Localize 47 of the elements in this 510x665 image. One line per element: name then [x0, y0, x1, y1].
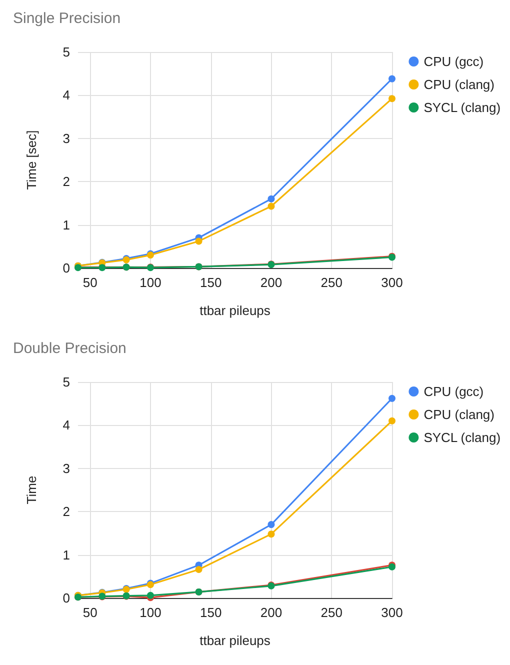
point	[268, 521, 275, 528]
x-tick-label: 150	[200, 605, 222, 620]
y-tick-label: 1	[62, 547, 70, 562]
x-tick-label: 50	[82, 275, 98, 290]
x-tick-label: 100	[140, 605, 162, 620]
x-tick-label: 300	[381, 605, 403, 620]
y-tick-label: 0	[62, 260, 70, 276]
y-tick-label: 1	[62, 217, 70, 232]
legend-label: CPU (gcc)	[424, 384, 484, 399]
x-tick-label: 200	[260, 605, 282, 620]
y-tick-label: 3	[62, 460, 70, 476]
y-axis-title: Time	[24, 476, 39, 504]
chart-title: Double Precision	[13, 340, 126, 357]
x-tick-label: 250	[320, 605, 342, 620]
point	[388, 417, 396, 424]
x-tick-label: 250	[320, 275, 342, 290]
x-tick-label: 150	[200, 275, 222, 290]
legend-label: CPU (clang)	[424, 77, 494, 92]
x-tick-label: 200	[260, 275, 282, 290]
y-tick-label: 5	[62, 44, 70, 60]
point	[146, 592, 154, 599]
point	[268, 195, 275, 202]
x-tick-label: 300	[381, 275, 403, 290]
y-tick-label: 2	[62, 504, 70, 520]
point	[388, 95, 396, 102]
point	[268, 530, 275, 538]
chart-title: Single Precision	[13, 10, 121, 27]
y-axis-title: Time [sec]	[24, 130, 39, 190]
point	[388, 75, 396, 82]
y-tick-label: 4	[62, 88, 70, 103]
y-tick-label: 4	[62, 418, 70, 433]
y-tick-label: 0	[62, 590, 70, 606]
y-tick-label: 5	[62, 374, 70, 390]
point	[268, 202, 275, 210]
legend-label: SYCL (clang)	[424, 100, 501, 115]
legend-label: SYCL (clang)	[424, 430, 501, 445]
point	[195, 238, 202, 245]
point	[195, 566, 202, 573]
legend-label: CPU (clang)	[424, 407, 494, 422]
y-tick-label: 2	[62, 174, 70, 190]
x-tick-label: 100	[140, 275, 162, 290]
x-tick-label: 50	[82, 605, 98, 620]
legend-label: CPU (gcc)	[424, 54, 484, 69]
y-tick-label: 3	[62, 130, 70, 146]
point	[388, 394, 396, 402]
x-axis-title: ttbar pileups	[200, 633, 271, 648]
x-axis-title: ttbar pileups	[200, 303, 271, 318]
